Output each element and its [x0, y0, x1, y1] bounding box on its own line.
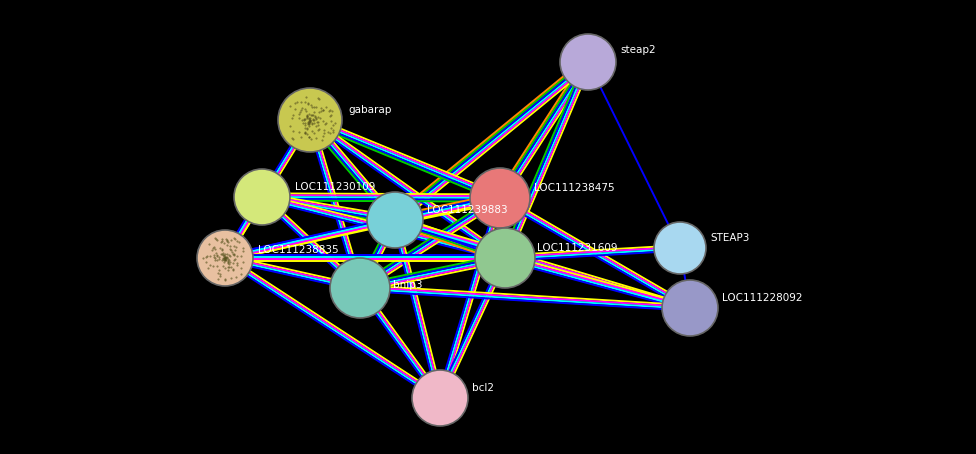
Circle shape — [367, 192, 423, 248]
Circle shape — [330, 258, 390, 318]
Text: LOC111231609: LOC111231609 — [537, 243, 618, 253]
Text: bnip3: bnip3 — [393, 280, 423, 290]
Text: LOC111230109: LOC111230109 — [295, 182, 376, 192]
Circle shape — [197, 230, 253, 286]
Text: gabarap: gabarap — [348, 105, 391, 115]
Text: STEAP3: STEAP3 — [710, 233, 750, 243]
Circle shape — [560, 34, 616, 90]
Circle shape — [234, 169, 290, 225]
Circle shape — [470, 168, 530, 228]
Circle shape — [654, 222, 706, 274]
Circle shape — [278, 88, 342, 152]
Text: LOC111238475: LOC111238475 — [534, 183, 615, 193]
Circle shape — [475, 228, 535, 288]
Text: bcl2: bcl2 — [472, 383, 494, 393]
Circle shape — [662, 280, 718, 336]
Text: LOC111228092: LOC111228092 — [722, 293, 802, 303]
Text: LOC111239883: LOC111239883 — [427, 205, 508, 215]
Circle shape — [412, 370, 468, 426]
Text: LOC111238835: LOC111238835 — [258, 245, 339, 255]
Text: steap2: steap2 — [620, 45, 656, 55]
